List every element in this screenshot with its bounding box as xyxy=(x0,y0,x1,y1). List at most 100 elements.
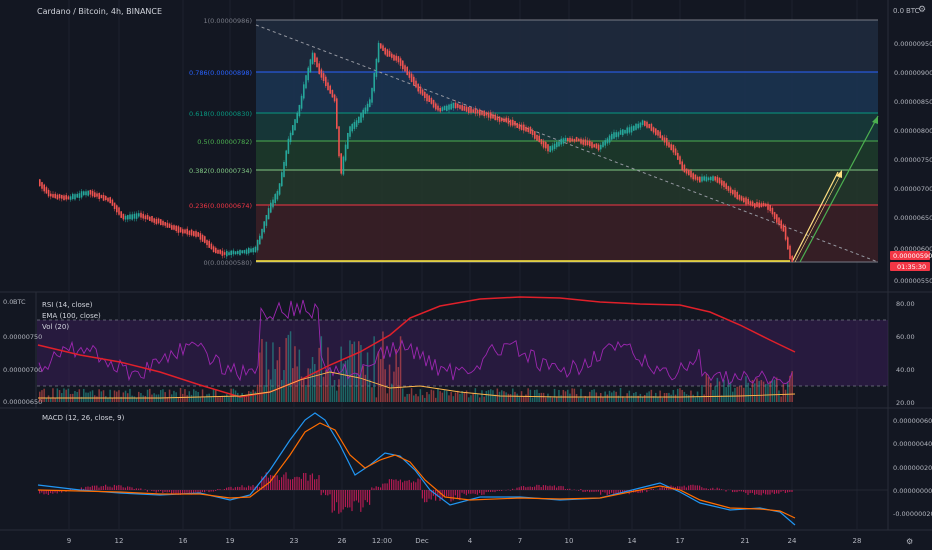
macd-hist-bar xyxy=(415,482,417,490)
volume-bar xyxy=(606,394,609,402)
macd-hist-bar xyxy=(496,490,498,492)
macd-hist-bar xyxy=(188,490,190,495)
volume-bar xyxy=(507,393,510,402)
volume-bar xyxy=(476,394,479,402)
macd-hist-bar xyxy=(230,486,232,490)
candle xyxy=(230,250,232,256)
macd-hist-bar xyxy=(281,477,283,490)
candle xyxy=(307,67,309,81)
macd-hist-bar xyxy=(595,490,597,492)
macd-hist-bar xyxy=(296,476,298,490)
volume-bar xyxy=(536,389,538,402)
candle xyxy=(276,191,279,200)
candle xyxy=(245,249,248,254)
fib-zone xyxy=(256,20,878,72)
macd-hist-bar xyxy=(617,490,619,494)
candle xyxy=(102,195,105,201)
volume-bar xyxy=(397,367,400,402)
volume-bar xyxy=(740,385,743,402)
candle xyxy=(718,178,721,184)
volume-bar xyxy=(245,394,248,402)
volume-bar xyxy=(276,360,279,402)
candle xyxy=(534,131,536,139)
candle xyxy=(540,139,543,145)
macd-hist-bar xyxy=(237,486,239,490)
macd-hist-bar xyxy=(545,485,547,490)
macd-hist-bar xyxy=(311,473,313,490)
projection-arrowhead xyxy=(872,116,878,124)
candle xyxy=(424,92,426,99)
candle xyxy=(527,127,529,133)
macd-hist-bar xyxy=(287,478,289,490)
volume-bar xyxy=(47,395,50,402)
macd-hist-bar xyxy=(784,490,786,494)
macd-hist-bar xyxy=(564,489,566,490)
candle xyxy=(732,189,734,195)
macd-axis-label: 0.00000060 xyxy=(893,417,932,425)
macd-hist-bar xyxy=(186,490,188,493)
volume-bar xyxy=(776,377,778,402)
macd-hist-bar xyxy=(278,479,280,490)
candle xyxy=(96,193,98,197)
candle xyxy=(61,194,63,199)
volume-bar xyxy=(129,388,131,402)
candle xyxy=(633,125,635,131)
volume-bar xyxy=(705,373,708,402)
macd-hist-bar xyxy=(661,487,663,490)
candle xyxy=(626,127,628,134)
macd-hist-bar xyxy=(615,490,617,494)
macd-hist-bar xyxy=(501,490,503,491)
candle xyxy=(617,132,620,137)
volume-bar xyxy=(404,396,406,402)
candle xyxy=(241,250,243,254)
volume-bar xyxy=(512,388,514,402)
macd-hist-bar xyxy=(613,490,615,494)
candle xyxy=(133,213,136,219)
volume-bar xyxy=(307,368,309,402)
candle xyxy=(740,196,743,201)
macd-hist-bar xyxy=(373,488,375,490)
candle xyxy=(758,202,760,208)
volume-bar xyxy=(377,351,380,402)
candle xyxy=(525,126,527,132)
candle xyxy=(459,104,461,109)
candle xyxy=(560,138,562,145)
volume-bar xyxy=(527,388,529,402)
fib-level-label: 0.5(0.00000782) xyxy=(197,138,252,146)
rsi-legend[interactable]: RSI (14, close) xyxy=(42,301,93,309)
macd-hist-bar xyxy=(553,485,555,490)
volume-bar xyxy=(109,389,111,402)
macd-hist-bar xyxy=(292,479,294,490)
macd-hist-bar xyxy=(716,487,718,490)
macd-hist-bar xyxy=(80,487,82,490)
macd-hist-bar xyxy=(540,486,542,490)
macd-hist-bar xyxy=(259,487,261,490)
volume-bar xyxy=(67,388,70,402)
macd-hist-bar xyxy=(472,490,474,494)
volume-bar xyxy=(221,395,224,402)
candle xyxy=(523,124,525,131)
volume-bar xyxy=(492,390,494,402)
macd-hist-bar xyxy=(199,490,201,494)
candle xyxy=(751,201,754,207)
candle xyxy=(353,122,356,129)
candle xyxy=(446,105,448,111)
candle xyxy=(63,195,65,201)
volume-bar xyxy=(217,397,219,402)
candle xyxy=(694,174,697,180)
macd-hist-bar xyxy=(778,490,780,494)
vol-legend[interactable]: Vol (20) xyxy=(42,323,70,331)
candle xyxy=(380,43,382,49)
candle xyxy=(457,103,459,108)
zoom-icon[interactable]: ⚙ xyxy=(906,537,914,546)
volume-bar xyxy=(624,397,626,402)
time-axis-label: 10 xyxy=(565,537,574,545)
macd-legend[interactable]: MACD (12, 26, close, 9) xyxy=(42,414,125,422)
settings-icon[interactable]: ⚙ xyxy=(918,5,927,15)
candle xyxy=(300,95,303,109)
candle xyxy=(584,139,587,146)
candle xyxy=(441,107,444,111)
ema-legend[interactable]: EMA (100, close) xyxy=(42,312,101,320)
macd-hist-bar xyxy=(331,490,333,513)
